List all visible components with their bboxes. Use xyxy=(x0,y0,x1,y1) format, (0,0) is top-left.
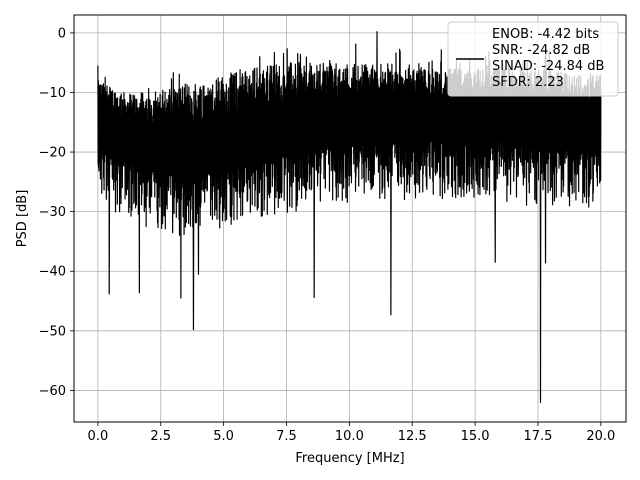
legend-entry: SFDR: 2.23 xyxy=(492,75,564,90)
x-tick-label: 10.0 xyxy=(335,429,364,444)
y-tick-label: −50 xyxy=(39,324,66,339)
legend-entry: SNR: -24.82 dB xyxy=(492,43,590,58)
y-tick-label: −30 xyxy=(39,205,66,220)
y-axis: 0 −10 −20 −30 −40 −50 −60 xyxy=(39,26,74,399)
x-tick-label: 2.5 xyxy=(150,429,171,444)
series-psd xyxy=(97,31,602,403)
x-axis: 0.0 2.5 5.0 7.5 10.0 12.5 15.0 17.5 20.0 xyxy=(88,422,615,444)
y-axis-label: PSD [dB] xyxy=(15,190,30,248)
x-axis-label: Frequency [MHz] xyxy=(295,451,404,466)
x-tick-label: 15.0 xyxy=(461,429,490,444)
x-tick-label: 0.0 xyxy=(88,429,109,444)
y-tick-label: −20 xyxy=(39,146,66,161)
legend-entry: ENOB: -4.42 bits xyxy=(492,27,599,42)
legend-entry: SINAD: -24.84 dB xyxy=(492,59,604,74)
y-tick-label: −60 xyxy=(39,384,66,399)
x-tick-label: 5.0 xyxy=(213,429,234,444)
psd-trace-line xyxy=(97,31,602,403)
y-tick-label: −10 xyxy=(39,86,66,101)
x-tick-label: 7.5 xyxy=(276,429,297,444)
x-tick-label: 20.0 xyxy=(586,429,615,444)
y-tick-label: 0 xyxy=(58,26,66,41)
plot-frame xyxy=(73,14,627,423)
x-tick-label: 17.5 xyxy=(524,429,553,444)
legend-box xyxy=(447,21,619,97)
x-tick-label: 12.5 xyxy=(398,429,427,444)
y-tick-label: −40 xyxy=(39,265,66,280)
